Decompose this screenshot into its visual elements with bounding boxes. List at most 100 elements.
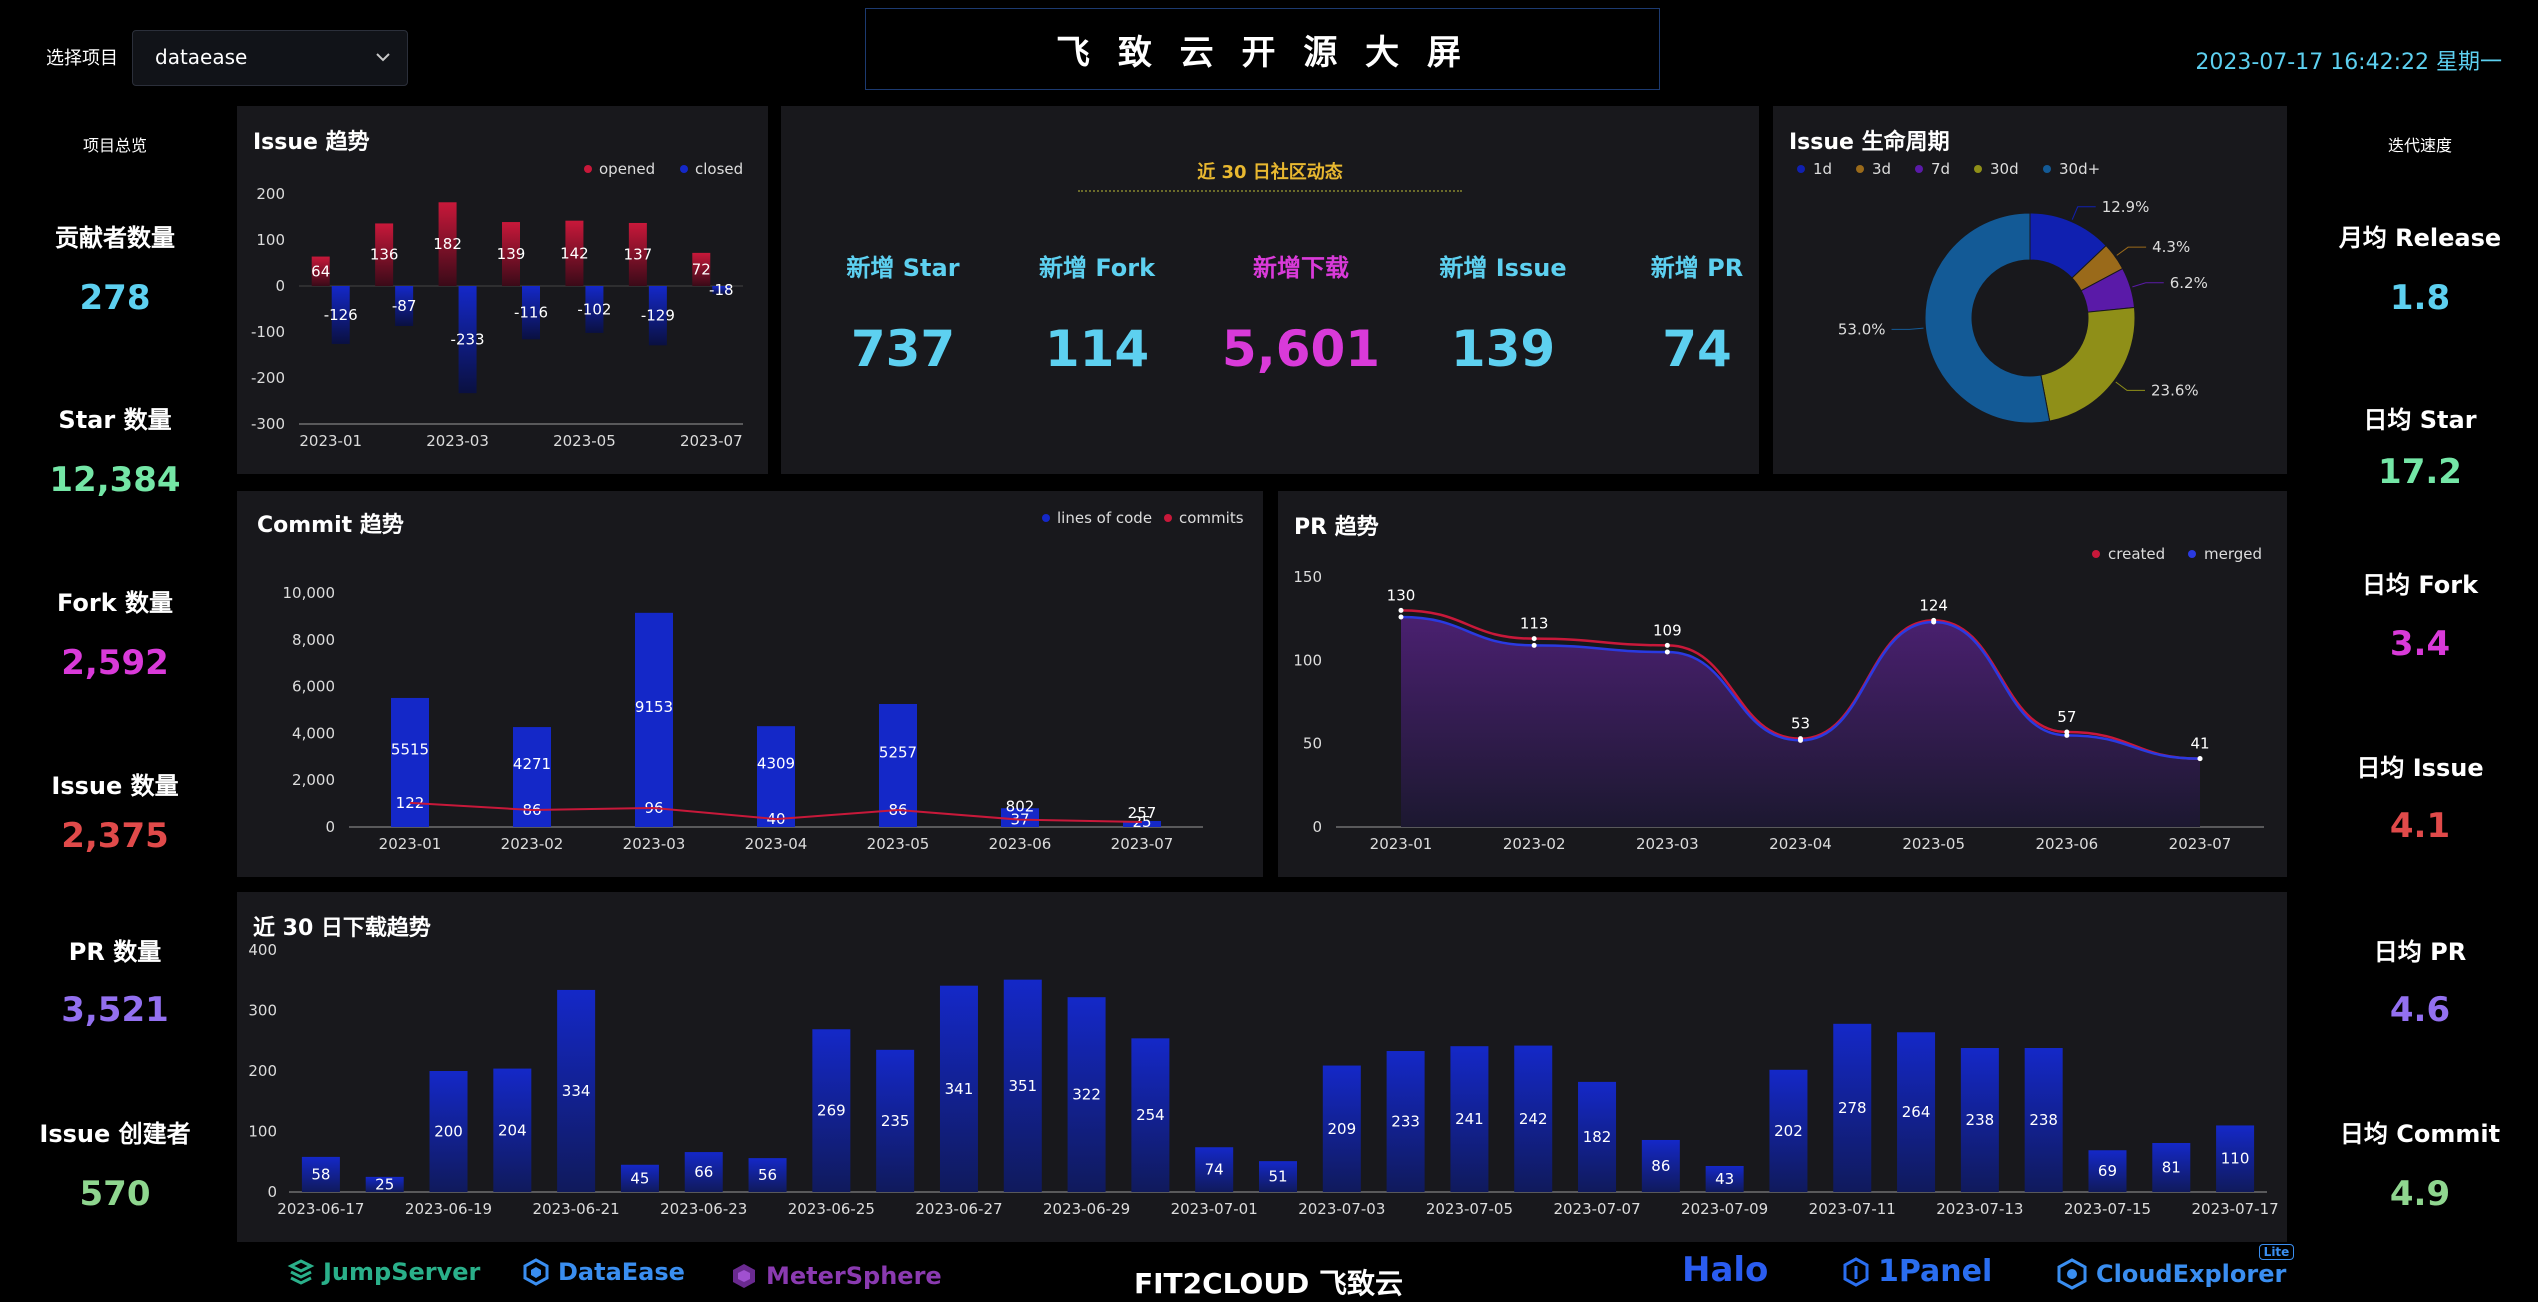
download-bar bbox=[1578, 1081, 1617, 1192]
download-value-label: 209 bbox=[1327, 1120, 1356, 1138]
issue-lifecycle-panel: Issue 生命周期 12.9% 4.3% 6.2% 23.6% 53.0% 1d 3d 7d… bbox=[1773, 106, 2287, 474]
datetime-display: 2023-07-17 16:42:22 星期一 bbox=[2195, 50, 2502, 75]
x-tick-label: 2023-07-01 bbox=[1171, 1200, 1258, 1218]
x-tick-label: 2023-04 bbox=[1769, 835, 1832, 853]
x-tick-label: 2023-01 bbox=[1370, 835, 1433, 853]
legend-label-1d: 1d bbox=[1813, 160, 1832, 178]
x-tick-label: 2023-07-15 bbox=[2064, 1200, 2151, 1218]
created-point bbox=[1664, 642, 1670, 648]
download-value-label: 254 bbox=[1136, 1106, 1165, 1124]
x-tick-label: 2023-07-05 bbox=[1426, 1200, 1513, 1218]
download-value-label: 200 bbox=[434, 1123, 463, 1141]
download-value-label: 334 bbox=[562, 1082, 591, 1100]
lines-of-code-label: 802 bbox=[1006, 798, 1035, 816]
daily-fork-label: 日均 Fork bbox=[2361, 571, 2479, 599]
closed-value-label: -102 bbox=[577, 300, 611, 318]
x-tick-label: 2023-03 bbox=[1636, 835, 1699, 853]
download-bar bbox=[1003, 979, 1042, 1192]
legend-created-label: created bbox=[2108, 545, 2165, 563]
download-bar bbox=[2152, 1142, 2191, 1192]
cloudexplorer-logo[interactable]: CloudExplorer Lite bbox=[2056, 1244, 2295, 1290]
download-value-label: 25 bbox=[375, 1175, 394, 1193]
download-bar bbox=[939, 985, 978, 1192]
download-bar bbox=[1386, 1051, 1425, 1192]
overview-heading: 项目总览 bbox=[82, 136, 147, 155]
download-trend-title: 近 30 日下载趋势 bbox=[253, 916, 431, 941]
dataease-logo[interactable]: DataEase bbox=[522, 1258, 685, 1286]
legend-marker-30d bbox=[1974, 165, 1982, 173]
legend-loc-label: lines of code bbox=[1057, 509, 1152, 527]
metersphere-logo[interactable]: MeterSphere bbox=[730, 1262, 942, 1290]
y-tick-label: 200 bbox=[248, 1062, 277, 1080]
daily-commit-label: 日均 Commit bbox=[2339, 1120, 2501, 1148]
issue-creators-value: 570 bbox=[79, 1174, 151, 1214]
lines-of-code-label: 257 bbox=[1128, 804, 1157, 822]
x-tick-label: 2023-05 bbox=[867, 835, 930, 853]
pie-slice-label: 4.3% bbox=[2152, 238, 2190, 256]
y-tick-label: 6,000 bbox=[292, 678, 335, 696]
opened-bar bbox=[311, 256, 330, 286]
legend-opened-marker bbox=[584, 165, 592, 173]
download-bar bbox=[876, 1049, 915, 1192]
legend-commits-marker bbox=[1164, 514, 1172, 522]
pie-label-line bbox=[2132, 282, 2164, 288]
legend-label-7d: 7d bbox=[1931, 160, 1950, 178]
legend-merged-marker bbox=[2188, 550, 2196, 558]
legend-marker-7d bbox=[1915, 165, 1923, 173]
pr-area bbox=[1401, 617, 2200, 827]
x-tick-label: 2023-03 bbox=[426, 432, 489, 450]
daily-issue-label: 日均 Issue bbox=[2356, 754, 2484, 782]
pr-trend-title: PR 趋势 bbox=[1294, 515, 1379, 540]
download-bar bbox=[1259, 1161, 1297, 1192]
download-value-label: 242 bbox=[1519, 1110, 1548, 1128]
y-tick-label: 100 bbox=[256, 231, 285, 249]
lines-of-code-label: 5515 bbox=[391, 740, 429, 758]
daily-pr-value: 4.6 bbox=[2389, 990, 2451, 1030]
project-select[interactable]: dataease bbox=[132, 30, 408, 86]
1panel-logo[interactable]: 1Panel bbox=[1842, 1254, 1992, 1289]
jumpserver-logo[interactable]: JumpServer bbox=[287, 1258, 480, 1286]
x-tick-label: 2023-06-17 bbox=[277, 1200, 364, 1218]
pr-trend-chart: 0 50 100 150 130 2023-01 113 2023-02 109 2023-03 5… bbox=[1293, 545, 2264, 853]
halo-logo[interactable]: Halo bbox=[1682, 1250, 1768, 1290]
new-pr-label: 新增 PR bbox=[1650, 254, 1744, 282]
issue-creators-label: Issue 创建者 bbox=[39, 1120, 191, 1148]
commit-trend-chart: 02,0004,0006,0008,00010,00055151222023-0… bbox=[283, 509, 1244, 853]
x-tick-label: 2023-07-03 bbox=[1298, 1200, 1385, 1218]
lines-of-code-label: 5257 bbox=[879, 743, 917, 761]
opened-value-label: 137 bbox=[624, 245, 653, 263]
cloudexplorer-icon bbox=[2057, 1258, 2087, 1290]
legend-created-marker bbox=[2092, 550, 2100, 558]
created-value-label: 130 bbox=[1387, 586, 1416, 604]
daily-star-label: 日均 Star bbox=[2363, 406, 2477, 434]
new-download-label: 新增下载 bbox=[1253, 254, 1349, 282]
opened-bar bbox=[438, 202, 457, 286]
new-star-value: 737 bbox=[850, 320, 956, 378]
closed-bar bbox=[395, 286, 414, 327]
download-value-label: 204 bbox=[498, 1121, 527, 1139]
opened-value-label: 139 bbox=[497, 245, 526, 263]
download-bar bbox=[1897, 1032, 1936, 1192]
velocity-heading: 迭代速度 bbox=[2387, 136, 2452, 155]
x-tick-label: 2023-01 bbox=[299, 432, 362, 450]
download-bar bbox=[2024, 1048, 2063, 1192]
fit2cloud-brand: FIT2CLOUD 飞致云 bbox=[1134, 1267, 1404, 1300]
download-value-label: 241 bbox=[1455, 1110, 1484, 1128]
x-tick-label: 2023-04 bbox=[745, 835, 808, 853]
download-value-label: 264 bbox=[1902, 1103, 1931, 1121]
created-value-label: 53 bbox=[1791, 715, 1810, 733]
pie-slice-label: 53.0% bbox=[1838, 320, 1886, 338]
download-value-label: 58 bbox=[311, 1165, 330, 1183]
chevron-down-icon bbox=[376, 53, 390, 62]
download-bar bbox=[1960, 1048, 1999, 1192]
closed-bar bbox=[648, 286, 667, 346]
prs-label: PR 数量 bbox=[68, 938, 162, 966]
download-value-label: 341 bbox=[945, 1080, 974, 1098]
cloudexplorer-text: CloudExplorer bbox=[2096, 1260, 2287, 1288]
opened-bar bbox=[628, 222, 647, 286]
opened-bar bbox=[375, 223, 394, 286]
y-tick-label: 300 bbox=[248, 1002, 277, 1020]
created-point bbox=[1531, 636, 1537, 642]
merged-point bbox=[2064, 732, 2070, 738]
x-tick-label: 2023-06 bbox=[2035, 835, 2098, 853]
